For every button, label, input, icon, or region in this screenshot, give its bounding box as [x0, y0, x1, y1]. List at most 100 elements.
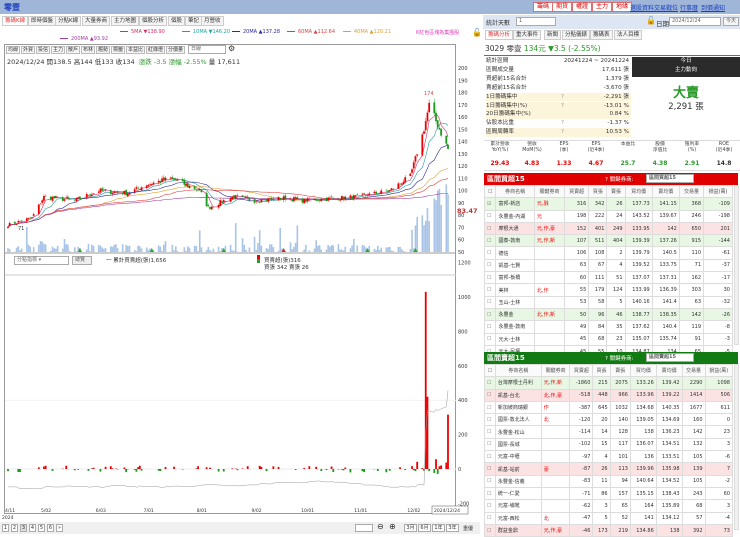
- column-header[interactable]: 賣張: [610, 365, 630, 377]
- top-link[interactable]: 選股資料: [630, 3, 654, 12]
- row-checkbox[interactable]: ☐: [485, 377, 496, 389]
- range-button[interactable]: 3月: [404, 524, 417, 532]
- row-checkbox[interactable]: ☑: [485, 198, 496, 210]
- toolbar-button[interactable]: 投信: [36, 46, 50, 54]
- column-header[interactable]: 關鍵券商: [541, 365, 570, 377]
- page-button[interactable]: 2: [11, 524, 18, 532]
- column-header[interactable]: 交易量: [679, 186, 703, 198]
- top-button[interactable]: 地緣: [612, 2, 632, 12]
- top-link[interactable]: 到價通知: [701, 3, 725, 12]
- row-checkbox[interactable]: ☐: [485, 414, 496, 426]
- row-checkbox[interactable]: ☐: [485, 259, 496, 271]
- page-button[interactable]: 3: [20, 524, 27, 532]
- date-picker[interactable]: 2024/12/24: [669, 17, 721, 26]
- settings-gear-icon[interactable]: ⚙: [228, 44, 235, 53]
- toolbar-button[interactable]: 外資: [21, 46, 35, 54]
- top-button[interactable]: 期貨: [552, 2, 572, 12]
- column-header[interactable]: 券商名稱: [496, 186, 534, 198]
- row-checkbox[interactable]: ☐: [485, 475, 496, 487]
- column-header[interactable]: 買賣超: [570, 365, 593, 377]
- page-button[interactable]: 6: [47, 524, 54, 532]
- right-tab[interactable]: 籌碼分析: [485, 30, 513, 40]
- row-checkbox[interactable]: ☐: [485, 296, 496, 308]
- page-button[interactable]: 1: [2, 524, 9, 532]
- column-header[interactable]: 關鍵券商: [534, 186, 564, 198]
- right-tab[interactable]: 重大事件: [513, 30, 541, 40]
- help-icon[interactable]: ?: [561, 119, 564, 128]
- column-header[interactable]: 買賣超: [565, 186, 589, 198]
- column-header[interactable]: 賣均價: [656, 365, 682, 377]
- top-button[interactable]: 主力: [592, 2, 612, 12]
- toolbar-button[interactable]: 標籤: [111, 46, 125, 54]
- row-checkbox[interactable]: ☐: [485, 524, 496, 536]
- column-header[interactable]: 賣均價: [652, 186, 679, 198]
- zoom-out-icon[interactable]: ⊖: [377, 522, 384, 531]
- row-checkbox[interactable]: ☐: [485, 389, 496, 401]
- row-checkbox[interactable]: ☐: [485, 438, 496, 450]
- column-header[interactable]: 券商名稱: [495, 365, 541, 377]
- range-extra[interactable]: 重優: [463, 525, 473, 532]
- help-icon[interactable]: ?: [561, 102, 564, 111]
- column-header[interactable]: 損益(萬): [704, 186, 733, 198]
- lock-icon[interactable]: 🔓: [646, 16, 656, 25]
- row-checkbox[interactable]: ☐: [485, 451, 496, 463]
- top-button[interactable]: 權證: [572, 2, 592, 12]
- toolbar-button[interactable]: 本益比: [126, 46, 145, 54]
- sell-range-select[interactable]: 區間賣超15: [646, 353, 694, 362]
- period-select[interactable]: 日線: [188, 45, 226, 54]
- buy-range-select[interactable]: 區間買超15: [646, 174, 694, 183]
- row-checkbox[interactable]: ☐: [485, 247, 496, 259]
- toolbar-button[interactable]: 布林: [81, 46, 95, 54]
- row-checkbox[interactable]: ☐: [485, 272, 496, 284]
- toolbar-button[interactable]: 趨勢: [96, 46, 110, 54]
- select-all-checkbox[interactable]: ☐: [485, 186, 496, 198]
- row-checkbox[interactable]: ☐: [485, 426, 496, 438]
- row-checkbox[interactable]: ☐: [485, 463, 496, 475]
- column-header[interactable]: 買張: [589, 186, 607, 198]
- row-checkbox[interactable]: ☐: [485, 284, 496, 296]
- range-button[interactable]: 3年: [446, 524, 459, 532]
- top-link[interactable]: 交易戰位: [654, 3, 678, 12]
- top-link[interactable]: 行事曆: [680, 3, 698, 12]
- range-button[interactable]: 6月: [418, 524, 431, 532]
- right-tab[interactable]: 籌碼表: [590, 30, 613, 40]
- row-checkbox[interactable]: ☐: [485, 333, 496, 345]
- help-icon[interactable]: ?: [561, 93, 564, 102]
- zoom-in-icon[interactable]: ⊕: [389, 522, 396, 531]
- days-select[interactable]: 1: [516, 17, 556, 26]
- page-button[interactable]: 4: [29, 524, 36, 532]
- toolbar-button[interactable]: 均線: [6, 46, 20, 54]
- indicator-select[interactable]: 分點指標 ▾: [14, 256, 69, 265]
- select-all-checkbox[interactable]: ☐: [485, 365, 496, 377]
- row-checkbox[interactable]: ☐: [485, 222, 496, 234]
- toolbar-button[interactable]: 主力: [51, 46, 65, 54]
- row-checkbox[interactable]: ☐: [485, 210, 496, 222]
- column-header[interactable]: 買張: [593, 365, 610, 377]
- column-header[interactable]: 賣張: [607, 186, 625, 198]
- zoom-input[interactable]: [355, 524, 373, 532]
- toolbar-button[interactable]: 分價量: [166, 46, 185, 54]
- row-checkbox[interactable]: ☐: [485, 500, 496, 512]
- column-header[interactable]: 買均價: [630, 365, 656, 377]
